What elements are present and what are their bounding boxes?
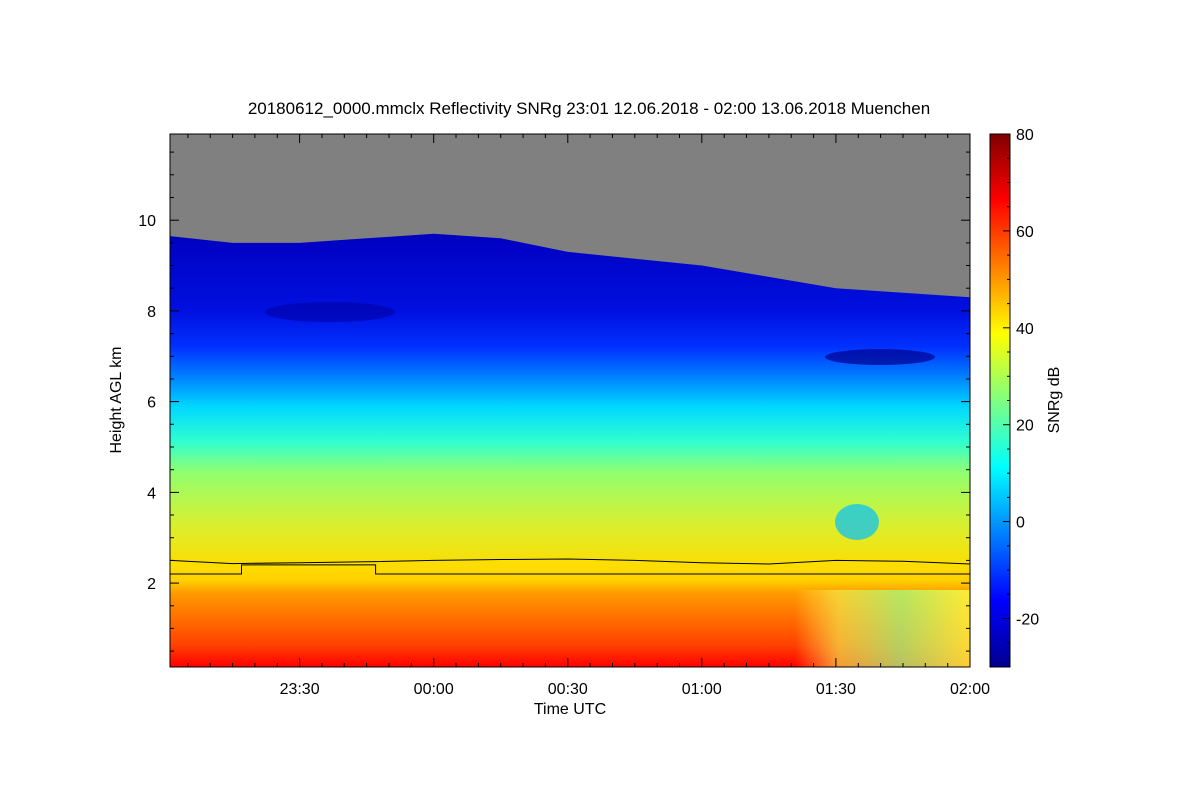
x-tick-label: 00:30 [548,681,588,698]
y-axis-label: Height AGL km [108,346,125,453]
colorbar-label: SNRg dB [1046,367,1063,434]
colorbar-tick-label: -20 [1016,612,1039,629]
weak-signal-region [795,590,970,667]
x-axis-label: Time UTC [534,701,606,718]
x-tick-label: 02:00 [950,681,990,698]
dark-band [265,302,395,322]
y-tick-label: 8 [147,304,156,321]
dark-band [825,349,935,365]
low-reflectivity-patch [835,504,879,540]
chart-title: 20180612_0000.mmclx Reflectivity SNRg 23… [248,99,930,118]
y-tick-label: 4 [147,485,156,502]
colorbar-tick-label: 20 [1016,418,1034,435]
colorbar-tick-label: 80 [1016,127,1034,144]
plot-area [170,134,970,667]
y-tick-label: 6 [147,395,156,412]
x-tick-label: 23:30 [280,681,320,698]
x-tick-label: 01:00 [682,681,722,698]
colorbar-tick-label: 40 [1016,321,1034,338]
colorbar-tick-label: 60 [1016,224,1034,241]
x-tick-label: 00:00 [414,681,454,698]
y-tick-label: 2 [147,576,156,593]
colorbar-tick-label: 0 [1016,515,1025,532]
x-tick-label: 01:30 [816,681,856,698]
y-tick-label: 10 [138,213,156,230]
